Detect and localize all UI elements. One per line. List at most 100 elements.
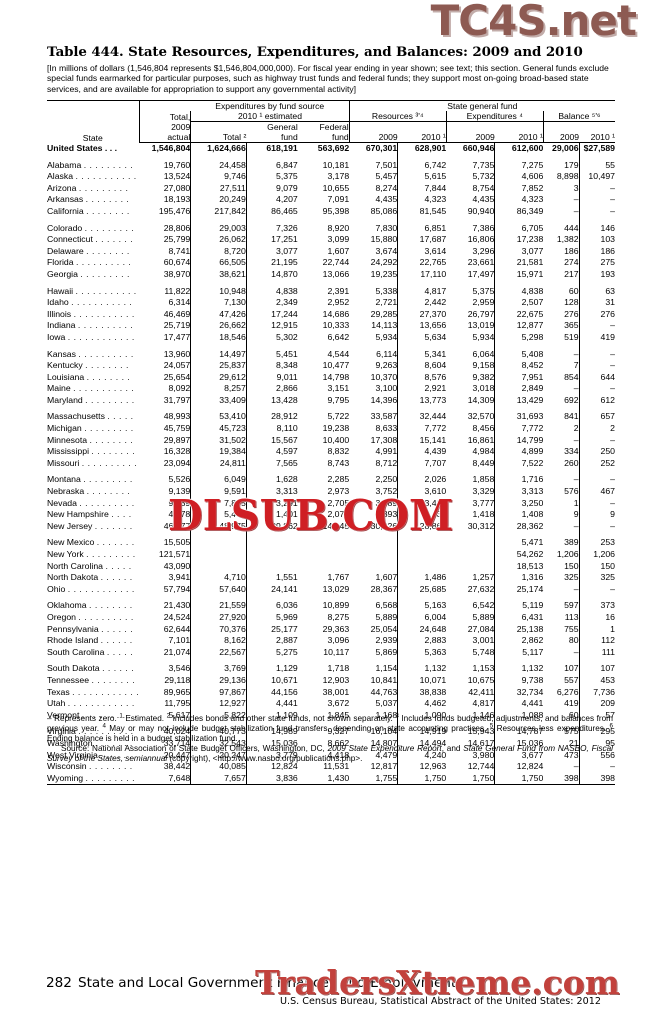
row-value: 3,418 <box>397 497 447 510</box>
row-value: 9,158 <box>472 360 495 371</box>
row-value: 217 <box>564 268 579 279</box>
row-value: 146 <box>578 222 615 235</box>
table-row: Mississippi . . . . . . . . 16,328 19,384 4… <box>47 446 615 458</box>
row-value: 628,901 <box>397 142 447 155</box>
row-value: – <box>578 520 615 533</box>
row-value: 10,477 <box>322 360 350 371</box>
row-value: 63 <box>578 285 615 298</box>
row-value: 4,838 <box>245 285 298 298</box>
row-value: 7,875 <box>190 497 247 510</box>
row-value: 4,323 <box>397 194 447 206</box>
row-value: 5,119 <box>494 600 544 612</box>
table-row: Maine . . . . . . . . . . . 8,092 8,257 2,8… <box>47 383 615 395</box>
table-row: Michigan . . . . . . . . . 45,759 45,723 8,… <box>47 423 615 435</box>
row-value: 32,543 <box>190 737 247 750</box>
row-value: 9,039 <box>168 497 191 508</box>
row-value: 5,722 <box>327 411 350 422</box>
row-value: 4,899 <box>494 446 544 458</box>
row-value: 8,274 <box>375 182 398 193</box>
row-value: 27,920 <box>190 611 247 624</box>
row-value <box>397 560 447 573</box>
row-value: 1,435 <box>397 509 447 521</box>
row-spacer <box>47 721 615 727</box>
table-row: Texas . . . . . . . . . . . . 89,965 97,86… <box>47 686 615 699</box>
row-value: 8,720 <box>190 245 247 258</box>
row-spacer <box>47 406 615 412</box>
row-value: 14,989 <box>245 726 298 738</box>
row-value: 7,707 <box>397 457 447 470</box>
row-value: 276 <box>578 308 615 321</box>
row-value: 4,544 <box>327 348 350 359</box>
row-value <box>190 549 247 561</box>
row-value: 15,943 <box>467 726 495 737</box>
row-value: 3,980 <box>472 749 495 760</box>
row-value: 10,497 <box>578 171 615 183</box>
row-value: 1,206 <box>556 549 579 559</box>
row-value: 8,898 <box>556 171 579 182</box>
header-exp-spacer-2009 <box>445 121 495 132</box>
row-label: New York . . . . . . . . . <box>47 549 136 559</box>
row-label: North Carolina . . . . . <box>47 560 132 571</box>
row-value: 4,435 <box>472 194 495 205</box>
row-value: 467 <box>578 486 615 498</box>
row-value: 854 <box>564 371 579 382</box>
row-value: 95 <box>578 737 615 750</box>
table-row: Arizona . . . . . . . . . 27,080 27,511 9,0… <box>47 182 615 195</box>
row-value: 27,370 <box>397 308 447 321</box>
row-value: 5,889 <box>472 611 495 622</box>
row-label: West Virginia . . . . . . <box>47 749 133 760</box>
row-value <box>446 561 495 573</box>
row-value: 2,391 <box>327 285 350 296</box>
row-value: 25,685 <box>397 583 447 596</box>
row-value: 81,545 <box>397 205 447 218</box>
row-value: 19,235 <box>370 268 398 279</box>
row-value: 4,978 <box>168 509 191 520</box>
row-value: 54,262 <box>494 549 544 561</box>
row-value: 755 <box>564 623 579 634</box>
row-value: 6,431 <box>494 611 544 624</box>
row-value: 14,396 <box>370 394 398 405</box>
row-value: 57 <box>578 709 615 722</box>
row-value: 16,861 <box>467 434 495 445</box>
row-value: 33,409 <box>190 394 247 407</box>
row-value <box>446 537 495 549</box>
row-value: 21,195 <box>245 257 298 269</box>
row-value: 16,104 <box>370 726 398 737</box>
row-value: 12,817 <box>370 761 398 772</box>
row-value: 1,146 <box>472 709 495 720</box>
header-expenditures: Expenditures ⁴ <box>445 111 544 122</box>
row-value: 1,750 <box>494 772 544 786</box>
row-value: 14,497 <box>190 348 247 361</box>
row-value: 29,612 <box>190 371 247 384</box>
header-2010-estimated: 2010 ¹ estimated <box>190 111 350 122</box>
row-value: 365 <box>564 320 579 331</box>
row-spacer <box>47 217 615 223</box>
row-value: 17,238 <box>494 234 544 246</box>
row-value: 3,151 <box>327 383 350 394</box>
row-value: 27,511 <box>190 182 247 195</box>
row-spacer <box>47 469 615 475</box>
row-value <box>298 549 349 561</box>
row-value: 8,257 <box>190 383 247 395</box>
row-value: 841 <box>564 411 579 422</box>
row-value: 612,600 <box>494 142 544 155</box>
row-value: 24,057 <box>163 360 191 371</box>
table-row: Florida . . . . . . . . . . 60,674 66,505 2… <box>47 257 615 269</box>
row-value: 4,240 <box>397 749 447 762</box>
row-value: 150 <box>578 560 615 573</box>
row-value: 7,951 <box>494 371 544 384</box>
row-value: 15,036 <box>245 737 298 750</box>
row-value: – <box>573 205 579 216</box>
row-value: 5,363 <box>397 646 447 659</box>
header-general-fund-b: fund <box>246 132 298 143</box>
row-value: 3,099 <box>327 234 350 245</box>
header-general-fund-a: General <box>267 122 298 132</box>
row-value: 10,181 <box>322 159 350 170</box>
table-row: Montana . . . . . . . . . 5,526 6,049 1,628… <box>47 474 615 487</box>
row-value: 90,940 <box>467 205 495 216</box>
table-row: Washington . . . . . . . 33,714 32,543 15,0… <box>47 737 615 750</box>
footnote-source: Source: National Association of State Bu… <box>47 743 613 763</box>
row-value: 3,989 <box>375 497 398 508</box>
row-value: 25,799 <box>163 234 191 245</box>
